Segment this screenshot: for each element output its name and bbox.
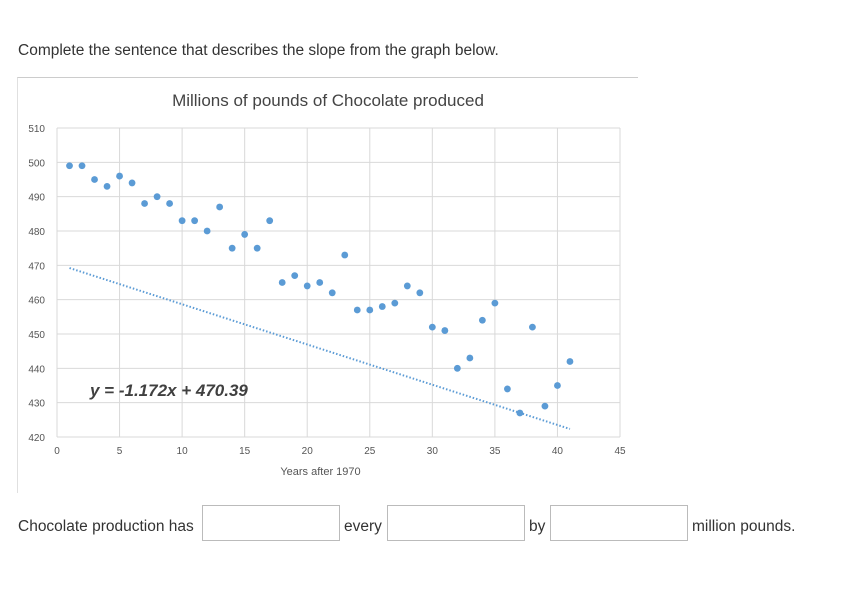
data-point (203, 227, 211, 235)
x-tick-label: 40 (552, 446, 564, 457)
data-point (366, 306, 374, 314)
y-tick-label: 510 (28, 124, 45, 135)
data-point (416, 289, 424, 297)
data-point (253, 244, 261, 252)
data-point (341, 251, 349, 259)
y-tick-label: 490 (28, 193, 45, 204)
x-tick-label: 35 (489, 446, 501, 457)
question-text: Complete the sentence that describes the… (18, 42, 499, 59)
y-tick-label: 440 (28, 364, 45, 375)
data-point (453, 364, 461, 372)
scatter-chart: Millions of pounds of Chocolate produced… (28, 91, 626, 478)
chart-panel: Millions of pounds of Chocolate produced… (17, 77, 638, 493)
x-tick-label: 5 (117, 446, 123, 457)
sentence-part-1: Chocolate production has (18, 518, 194, 535)
data-point (491, 299, 499, 307)
data-point (391, 299, 399, 307)
x-tick-label: 0 (54, 446, 60, 457)
x-tick-label: 15 (239, 446, 251, 457)
data-point (241, 231, 249, 238)
answer-input-2[interactable] (387, 505, 525, 541)
x-tick-label: 30 (427, 446, 439, 457)
data-point (466, 354, 474, 362)
sentence-part-4: million pounds. (692, 518, 796, 535)
data-point (166, 200, 174, 207)
data-point (228, 244, 236, 252)
data-point (478, 316, 486, 324)
data-point (278, 279, 286, 286)
sentence-part-3: by (529, 518, 546, 535)
y-tick-label: 470 (28, 261, 45, 272)
data-point (191, 217, 199, 225)
data-point (353, 306, 361, 314)
y-tick-label: 450 (28, 330, 45, 341)
data-point (529, 323, 536, 331)
data-point (441, 327, 449, 334)
data-point (266, 217, 274, 225)
data-point (178, 217, 186, 225)
data-point (428, 323, 436, 331)
data-point (153, 193, 161, 201)
y-tick-label: 420 (28, 433, 45, 444)
chart-title: Millions of pounds of Chocolate produced (172, 91, 484, 110)
data-point (504, 385, 511, 393)
data-point (116, 172, 123, 180)
y-tick-label: 480 (28, 227, 45, 238)
data-point (141, 200, 148, 207)
data-point (303, 282, 311, 290)
data-point (91, 176, 98, 183)
data-point (216, 203, 224, 211)
data-point (316, 279, 324, 286)
x-axis-label: Years after 1970 (280, 466, 360, 478)
trendline-equation: y = -1.172x + 470.39 (89, 381, 248, 400)
sentence-part-2: every (344, 518, 382, 535)
x-tick-label: 45 (614, 446, 626, 457)
data-point (328, 289, 336, 297)
trendline (69, 267, 571, 430)
data-point (403, 282, 411, 290)
data-point (78, 162, 86, 170)
answer-input-3[interactable] (550, 505, 688, 541)
data-point (378, 303, 386, 310)
data-point (554, 382, 561, 389)
data-point (566, 358, 574, 365)
x-tick-label: 25 (364, 446, 376, 457)
y-tick-label: 430 (28, 399, 45, 410)
x-tick-label: 20 (302, 446, 314, 457)
answer-input-1[interactable] (202, 505, 340, 541)
x-tick-label: 10 (177, 446, 189, 457)
data-point (103, 182, 111, 190)
data-point (516, 409, 524, 417)
data-point (128, 179, 136, 187)
y-tick-label: 460 (28, 296, 45, 307)
data-point (66, 162, 73, 170)
data-point (291, 272, 299, 280)
y-tick-label: 500 (28, 158, 45, 169)
data-point (541, 402, 549, 410)
